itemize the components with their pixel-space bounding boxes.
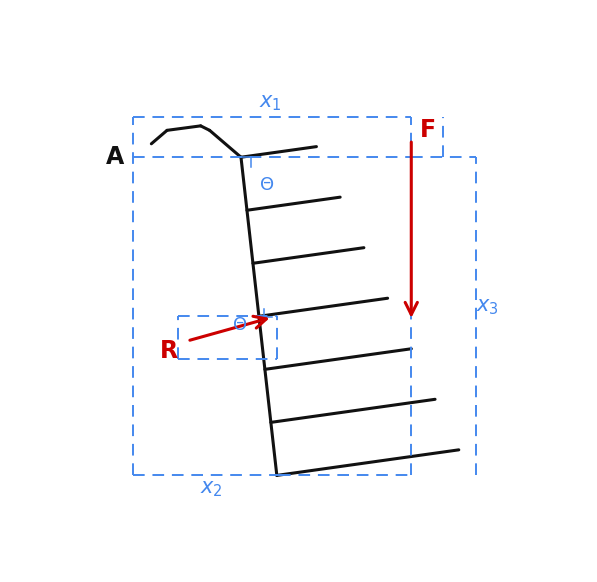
Text: $x_2$: $x_2$ bbox=[201, 479, 223, 499]
Text: R: R bbox=[160, 339, 179, 363]
Text: $\Theta$: $\Theta$ bbox=[259, 176, 274, 194]
Text: A: A bbox=[106, 146, 125, 169]
Text: F: F bbox=[420, 118, 436, 143]
Text: $x_3$: $x_3$ bbox=[476, 297, 499, 317]
Text: $x_1$: $x_1$ bbox=[259, 94, 282, 113]
Text: $\Theta$: $\Theta$ bbox=[232, 316, 247, 334]
